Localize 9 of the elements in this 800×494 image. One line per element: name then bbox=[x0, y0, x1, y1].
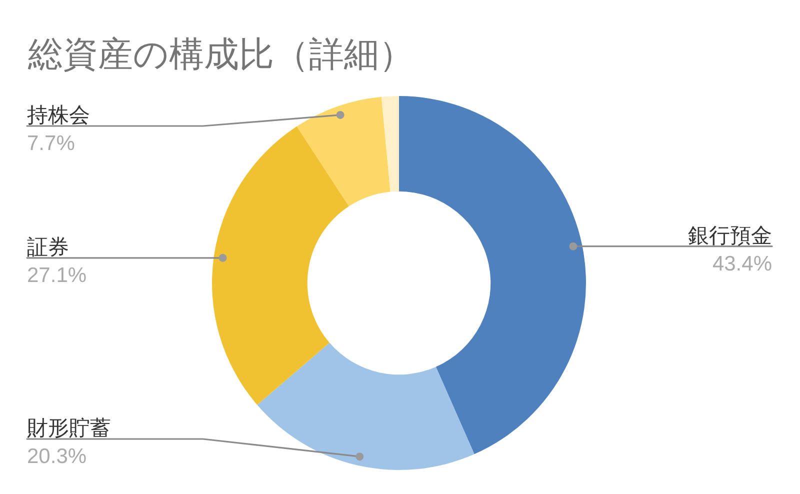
data-label: 27.1% bbox=[27, 264, 87, 287]
slice-label: 持株会 bbox=[27, 104, 90, 127]
slice-label: 証券 bbox=[27, 236, 69, 259]
chart-title: 総資産の構成比（詳細） bbox=[27, 35, 414, 74]
data-label: 20.3% bbox=[27, 445, 87, 468]
slice-label: 銀行預金 bbox=[688, 224, 772, 248]
data-label: 7.7% bbox=[27, 132, 75, 155]
slice-label: 財形貯蓄 bbox=[27, 417, 111, 440]
data-label: 43.4% bbox=[712, 252, 772, 276]
